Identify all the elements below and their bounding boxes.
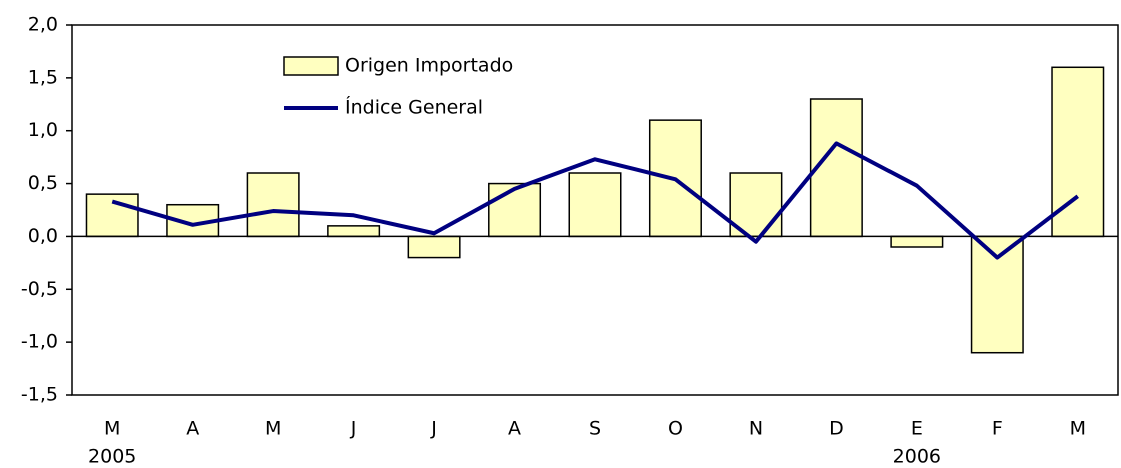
- y-tick-label: 1,0: [28, 119, 58, 141]
- x-tick-label: M: [265, 418, 281, 440]
- bar: [890, 235, 944, 248]
- x-tick-label: A: [186, 418, 199, 440]
- line: [111, 141, 1079, 260]
- x-tick-label: S: [589, 418, 601, 440]
- y-tick-label: 1,5: [28, 66, 58, 88]
- bar: [246, 172, 300, 238]
- x-tick-label: O: [668, 418, 683, 440]
- x-tick-label: J: [350, 418, 357, 440]
- legend-label: Origen Importado: [345, 55, 513, 77]
- x-tick-label: N: [749, 418, 763, 440]
- x-tick-label: D: [829, 418, 844, 440]
- bar: [327, 225, 381, 238]
- legend-label: Índice General: [345, 96, 483, 119]
- x-tick-label: E: [911, 418, 923, 440]
- year-label: 2005: [88, 446, 136, 468]
- x-tick-label: M: [104, 418, 120, 440]
- bar: [809, 98, 863, 238]
- plot-area: [71, 24, 1119, 396]
- y-tick-label: -1,5: [21, 384, 58, 406]
- legend-swatch: [283, 56, 339, 76]
- bar: [729, 172, 783, 238]
- bar: [407, 235, 461, 259]
- y-tick-label: 2,0: [28, 14, 58, 36]
- y-tick-label: 0,5: [28, 172, 58, 194]
- y-tick-label: -1,0: [21, 331, 58, 353]
- x-tick-label: M: [1070, 418, 1086, 440]
- x-tick-label: J: [430, 418, 437, 440]
- bar: [488, 182, 542, 238]
- y-tick-label: -0,5: [21, 278, 58, 300]
- bar: [568, 172, 622, 238]
- x-tick-label: F: [992, 418, 1003, 440]
- x-tick-label: A: [508, 418, 521, 440]
- year-label: 2006: [893, 446, 941, 468]
- bar: [85, 193, 139, 238]
- bar: [970, 235, 1024, 354]
- y-tick-label: 0,0: [28, 225, 58, 247]
